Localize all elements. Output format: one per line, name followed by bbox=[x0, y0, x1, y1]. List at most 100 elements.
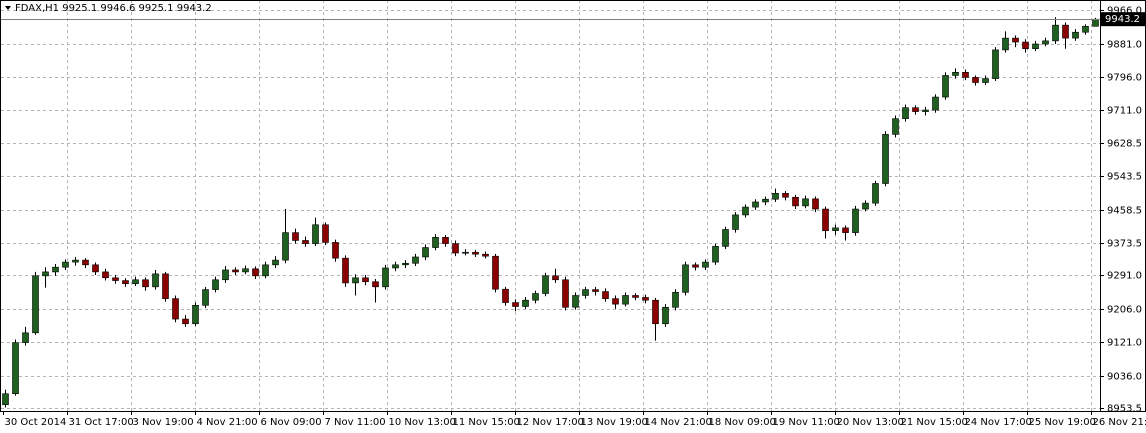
y-tick-label: 9206.0 bbox=[1107, 305, 1142, 316]
candle-body bbox=[942, 75, 949, 98]
candle-body bbox=[202, 289, 209, 306]
candle-body bbox=[1022, 41, 1029, 50]
candle-body bbox=[282, 232, 289, 261]
candle-body bbox=[872, 183, 879, 204]
candle-body bbox=[922, 109, 929, 112]
candle-body bbox=[462, 251, 469, 254]
y-tick-label: 9796.0 bbox=[1107, 73, 1142, 84]
last-price-label: 9943.2 bbox=[1105, 14, 1140, 25]
candle-body bbox=[42, 271, 49, 277]
candle-body bbox=[152, 273, 159, 288]
candle-body bbox=[412, 256, 419, 264]
candle-body bbox=[272, 259, 279, 266]
candle-body bbox=[162, 273, 169, 299]
candle-body bbox=[32, 275, 39, 334]
candle-body bbox=[772, 193, 779, 200]
candle-body bbox=[712, 246, 719, 263]
candle-body bbox=[432, 237, 439, 248]
candle-body bbox=[902, 107, 909, 119]
last-price-box bbox=[1101, 12, 1145, 27]
candle-body bbox=[662, 306, 669, 325]
candle-body bbox=[212, 279, 219, 290]
x-tick-label: 14 Nov 21:00 bbox=[645, 417, 712, 428]
candle-body bbox=[892, 118, 899, 135]
y-tick-label: 8953.5 bbox=[1107, 404, 1142, 415]
candle-body bbox=[782, 193, 789, 198]
candle-body bbox=[232, 269, 239, 273]
candle-body bbox=[112, 277, 119, 281]
candle-body bbox=[742, 206, 749, 216]
candle-body bbox=[342, 257, 349, 284]
candle-body bbox=[322, 224, 329, 243]
x-tick-label: 24 Nov 17:00 bbox=[965, 417, 1032, 428]
candle-body bbox=[802, 198, 809, 207]
grid bbox=[1, 0, 1100, 411]
candle-body bbox=[222, 269, 229, 281]
candle-body bbox=[12, 342, 19, 395]
candle-body bbox=[1042, 40, 1049, 45]
candle-body bbox=[822, 208, 829, 231]
candle-body bbox=[1082, 25, 1089, 33]
candle-body bbox=[502, 288, 509, 303]
candle-body bbox=[622, 295, 629, 305]
menu-arrow bbox=[5, 6, 11, 10]
candle-body bbox=[442, 237, 449, 244]
x-tick-label: 30 Oct 2014 bbox=[5, 417, 67, 428]
candle-body bbox=[102, 271, 109, 279]
y-tick-label: 9711.0 bbox=[1107, 106, 1142, 117]
candle-body bbox=[832, 227, 839, 231]
candle-body bbox=[362, 277, 369, 283]
candle-body bbox=[332, 242, 339, 259]
candle-body bbox=[402, 262, 409, 266]
x-tick-label: 20 Nov 13:00 bbox=[837, 417, 904, 428]
candle-body bbox=[2, 393, 9, 406]
candle-body bbox=[562, 279, 569, 308]
x-tick-label: 31 Oct 17:00 bbox=[69, 417, 134, 428]
candle-body bbox=[722, 229, 729, 247]
candle-body bbox=[982, 78, 989, 83]
candle-body bbox=[1072, 31, 1079, 39]
candle-body bbox=[932, 96, 939, 111]
candle-body bbox=[762, 198, 769, 203]
candle-body bbox=[1012, 37, 1019, 43]
candle-body bbox=[452, 243, 459, 254]
candle-body bbox=[242, 268, 249, 273]
candle-body bbox=[812, 198, 819, 210]
candle-body bbox=[1032, 43, 1039, 50]
candle-body bbox=[672, 292, 679, 308]
x-tick-label: 10 Nov 13:00 bbox=[389, 417, 456, 428]
candle-body bbox=[62, 261, 69, 268]
candle-body bbox=[692, 264, 699, 268]
candle-body bbox=[612, 298, 619, 305]
candle-body bbox=[372, 281, 379, 288]
candle-body bbox=[952, 71, 959, 76]
candles bbox=[2, 17, 1099, 408]
x-tick-label: 26 Nov 21:00 bbox=[1093, 417, 1146, 428]
candle-body bbox=[312, 224, 319, 244]
candle-body bbox=[182, 318, 189, 325]
y-tick-label: 9036.0 bbox=[1107, 372, 1142, 383]
candle-body bbox=[752, 201, 759, 208]
y-tick-label: 9291.0 bbox=[1107, 271, 1142, 282]
x-tick-label: 11 Nov 15:00 bbox=[453, 417, 520, 428]
candle-body bbox=[592, 289, 599, 292]
y-tick-label: 9458.5 bbox=[1107, 206, 1142, 217]
candle-body bbox=[472, 251, 479, 255]
x-tick-label: 6 Nov 09:00 bbox=[261, 417, 322, 428]
candle-body bbox=[632, 295, 639, 298]
candle-body bbox=[302, 240, 309, 244]
x-tick-label: 12 Nov 17:00 bbox=[517, 417, 584, 428]
x-tick-label: 3 Nov 19:00 bbox=[133, 417, 194, 428]
candle-body bbox=[292, 232, 299, 241]
candle-body bbox=[962, 71, 969, 78]
candle-body bbox=[972, 77, 979, 83]
candle-body bbox=[422, 247, 429, 258]
candle-body bbox=[382, 267, 389, 288]
y-tick-label: 9543.5 bbox=[1107, 172, 1142, 183]
candle-body bbox=[582, 289, 589, 296]
candle-body bbox=[862, 202, 869, 210]
y-tick-label: 9121.0 bbox=[1107, 338, 1142, 349]
y-tick-label: 9373.5 bbox=[1107, 239, 1142, 250]
